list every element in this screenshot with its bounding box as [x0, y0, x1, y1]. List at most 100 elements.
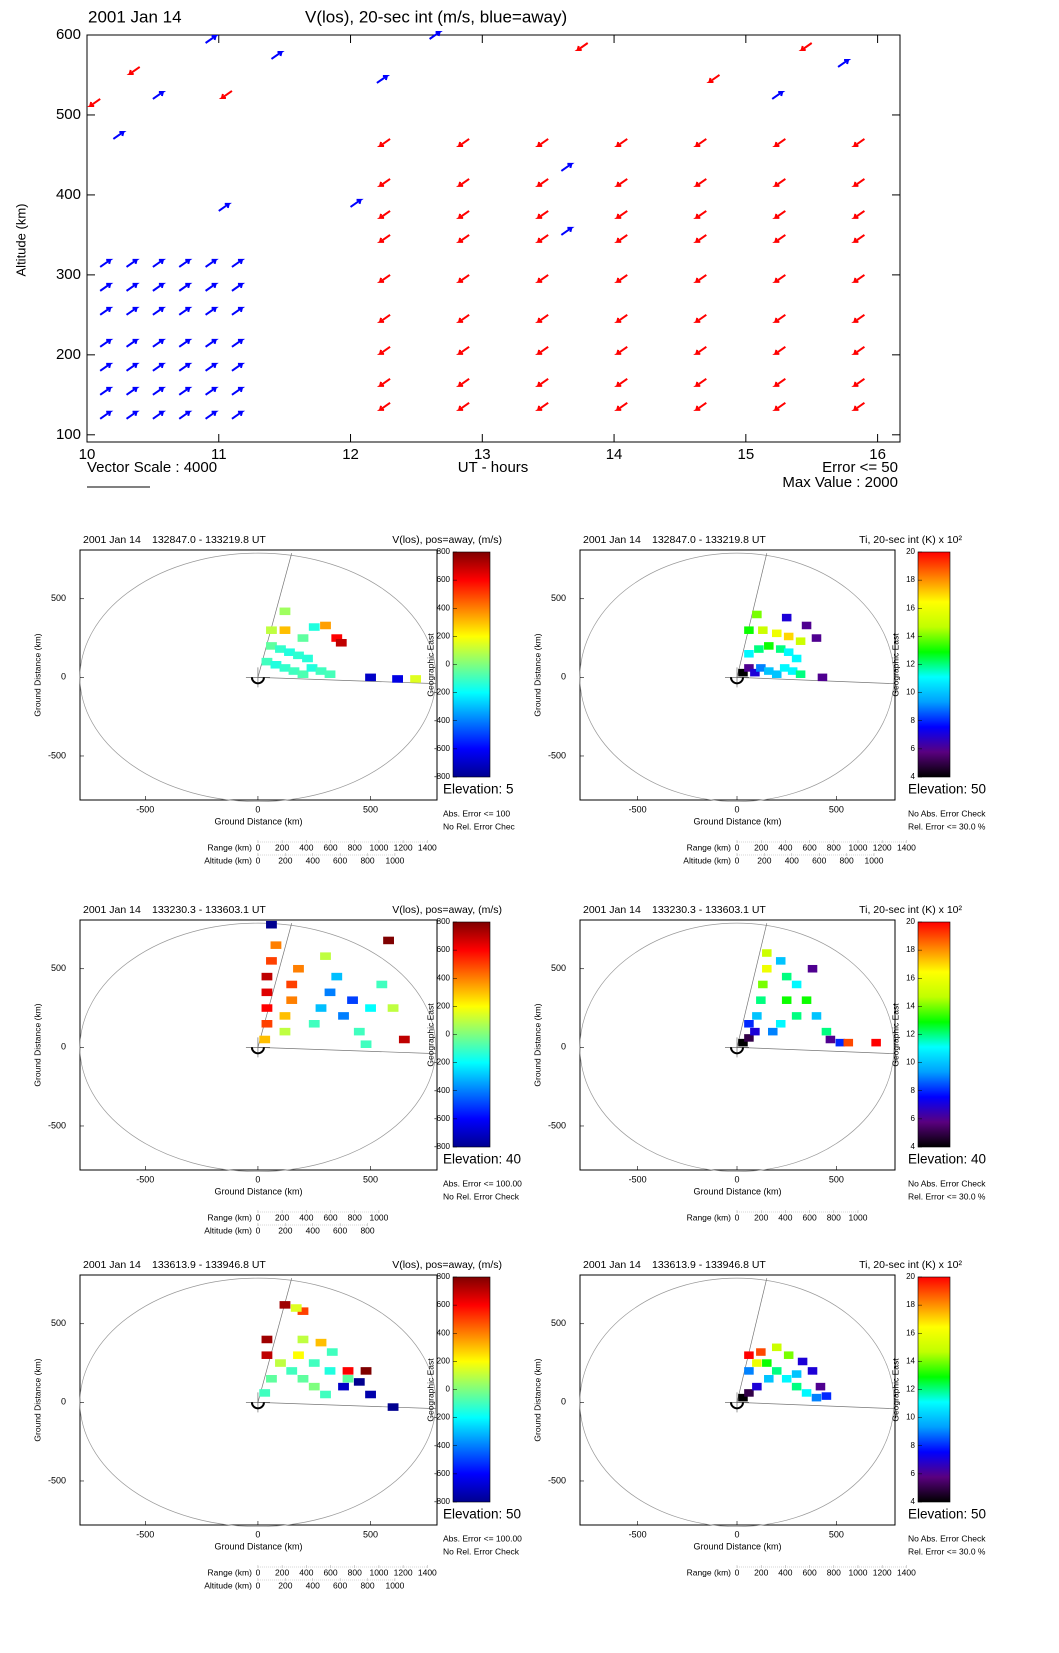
velocity-vector	[376, 401, 391, 411]
velocity-vector	[772, 234, 786, 243]
velocity-vector	[851, 138, 865, 147]
velocity-vector	[837, 58, 852, 68]
error-note: No Rel. Error Check	[443, 1191, 520, 1201]
y-tick-label: 500	[51, 593, 66, 603]
velocity-vector	[125, 386, 140, 396]
radar-cell	[791, 980, 802, 989]
radar-cell	[353, 1378, 365, 1386]
radar-cell	[744, 664, 754, 672]
radar-cell	[871, 1038, 881, 1047]
velocity-vector	[178, 306, 193, 316]
scale-tick-label: 1000	[369, 1567, 388, 1577]
colorbar-tick-label: 18	[906, 1300, 915, 1309]
colorbar-tick-label: 400	[437, 1328, 451, 1337]
radar-cell	[779, 664, 790, 672]
radar-cell	[821, 1392, 832, 1400]
velocity-vector	[614, 210, 628, 219]
radar-cell	[752, 610, 762, 619]
radar-cell	[781, 996, 792, 1004]
y-tick-label: 400	[56, 186, 81, 203]
x-axis-label: Ground Distance (km)	[693, 1186, 781, 1196]
origin-marker	[250, 677, 265, 685]
radar-cell	[365, 1390, 376, 1399]
velocity-vector	[205, 258, 219, 268]
velocity-vector	[178, 282, 193, 292]
radar-cell	[843, 1038, 854, 1047]
colorbar-tick-label: 12	[906, 660, 915, 669]
velocity-vector	[178, 258, 193, 268]
radar-cell	[811, 1012, 822, 1020]
x-axis-label: Ground Distance (km)	[693, 1541, 781, 1551]
velocity-vector	[851, 314, 865, 323]
elevation: Elevation: 50	[908, 1507, 986, 1522]
colorbar-tick-label: 10	[906, 1413, 915, 1422]
colorbar-tick-label: 4	[911, 1142, 916, 1151]
scale-tick-label: 400	[299, 1567, 313, 1577]
velocity-vector	[231, 386, 246, 396]
velocity-vector	[349, 198, 364, 208]
y-tick-label: 500	[51, 963, 66, 973]
radar-cell	[387, 1403, 399, 1411]
velocity-vector	[851, 210, 865, 219]
velocity-vector	[99, 386, 114, 396]
velocity-vector	[125, 410, 140, 420]
velocity-vector	[152, 282, 167, 292]
fan-panel: 2001 Jan 14 132847.0 - 133219.8 UT V(los),…	[32, 534, 515, 865]
radar-cell	[324, 988, 336, 997]
x-tick-label: -500	[136, 804, 154, 814]
radar-cell	[744, 1389, 754, 1397]
x-tick-label: 11	[211, 446, 227, 463]
colorbar-tick-label: 800	[437, 917, 451, 926]
radar-cell	[398, 1035, 410, 1044]
x-axis-label: Ground Distance (km)	[214, 1186, 302, 1196]
scale-tick-label: 600	[323, 842, 337, 852]
radar-cell	[342, 1375, 354, 1383]
x-tick-label: -500	[629, 1174, 647, 1184]
scale-tick-label: 0	[735, 1567, 740, 1577]
velocity-vector	[205, 338, 219, 348]
colorbar-tick-label: 6	[911, 1469, 916, 1478]
velocity-vector	[693, 314, 707, 323]
error-note: Error <= 50	[822, 459, 898, 476]
fan-panel: 2001 Jan 14 133613.9 - 133946.8 UT Ti, 20-…	[532, 1259, 986, 1577]
velocity-vector	[152, 386, 167, 396]
velocity-vector	[693, 378, 707, 387]
scale-tick-label: 200	[754, 1567, 768, 1577]
fan-edge	[257, 1047, 436, 1054]
y-tick-label: -500	[48, 1120, 66, 1130]
panel-time-range: 132847.0 - 133219.8 UT	[152, 534, 266, 546]
velocity-vector	[152, 258, 167, 268]
velocity-vector	[574, 42, 589, 51]
radar-cell	[781, 972, 792, 981]
radar-cell	[801, 996, 812, 1004]
colorbar-tick-label: 10	[906, 688, 915, 697]
y-tick-label: 100	[56, 426, 81, 443]
colorbar-tick-label: 12	[906, 1030, 915, 1039]
velocity-vector	[851, 378, 865, 387]
fan-panel: 2001 Jan 14 133613.9 - 133946.8 UT V(los),…	[32, 1259, 522, 1590]
colorbar-tick-label: 16	[906, 973, 915, 982]
scale-tick-label: 0	[256, 1225, 261, 1235]
origin-marker	[250, 1047, 265, 1055]
radar-cell	[308, 1020, 320, 1028]
velocity-vector	[535, 210, 549, 219]
radar-cell	[286, 996, 298, 1004]
velocity-vector	[772, 274, 786, 283]
fan-panel: 2001 Jan 14 132847.0 - 133219.8 UT Ti, 20-…	[532, 534, 986, 865]
radar-cell	[821, 1027, 832, 1036]
scale-label: Altitude (km)	[683, 855, 731, 865]
error-note: No Rel. Error Chec	[443, 821, 516, 831]
fan-edge	[736, 1278, 768, 1403]
radar-cell	[266, 920, 277, 929]
elevation: Elevation: 40	[908, 1152, 986, 1167]
y-axis-label: Altitude (km)	[13, 204, 28, 277]
radar-cell	[293, 964, 304, 973]
scale-tick-label: 1200	[873, 842, 892, 852]
velocity-vector	[455, 314, 470, 323]
panel-parameter: V(los), pos=away, (m/s)	[392, 1259, 502, 1271]
radar-cell	[261, 988, 273, 997]
radar-cell	[308, 1382, 320, 1391]
velocity-vector	[99, 258, 114, 268]
colorbar-tick-label: -800	[434, 1497, 451, 1506]
origin-marker	[730, 1047, 745, 1055]
